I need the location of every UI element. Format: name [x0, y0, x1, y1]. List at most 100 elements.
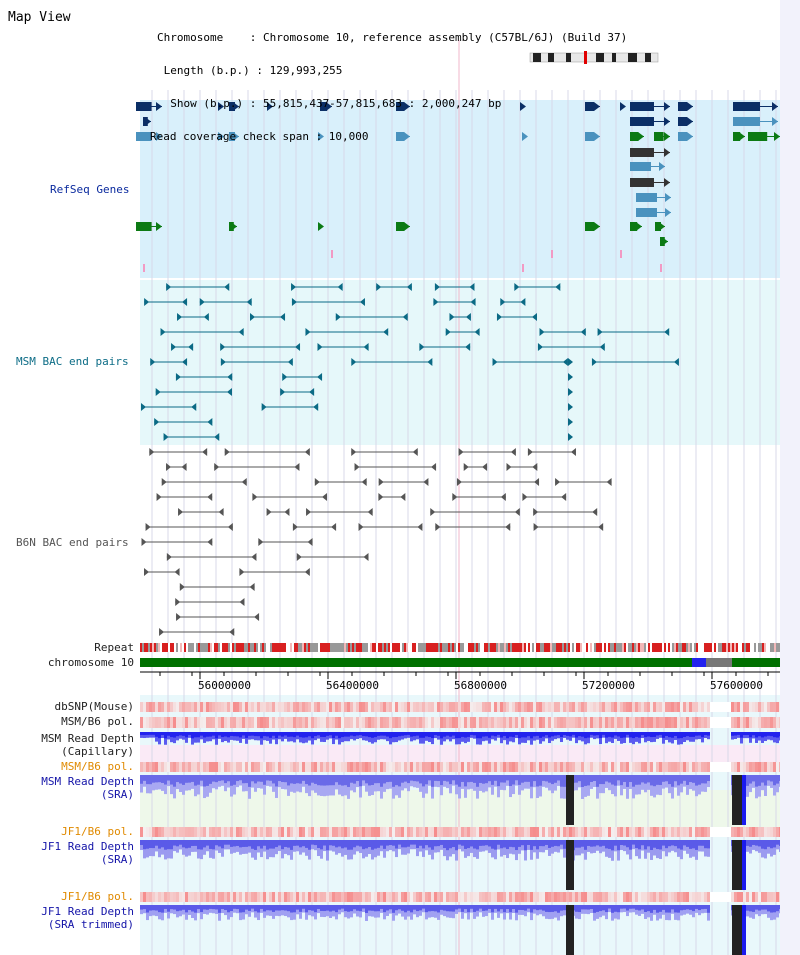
- heatmap-cell: [335, 762, 338, 772]
- heatmap-gap: [728, 827, 731, 837]
- heatmap-cell: [467, 892, 470, 902]
- heatmap-cell: [497, 717, 500, 728]
- depth-shade: [665, 905, 668, 921]
- heatmap-cell: [245, 762, 248, 772]
- genome-map[interactable]: [0, 0, 780, 955]
- heatmap-cell: [398, 762, 401, 772]
- heatmap-cell: [179, 717, 182, 728]
- depth-bar: [689, 840, 692, 849]
- heatmap-cell: [458, 717, 461, 728]
- repeat-band: [552, 643, 554, 652]
- heatmap-cell: [317, 827, 320, 837]
- track-label-jf1-pol-2[interactable]: JF1/B6 pol.: [61, 890, 134, 903]
- heatmap-cell: [443, 717, 446, 728]
- heatmap-cell: [638, 717, 641, 728]
- heatmap-cell: [440, 827, 443, 837]
- heatmap-cell: [341, 702, 344, 712]
- heatmap-gap: [719, 702, 722, 712]
- track-label-jf1-depth-sra[interactable]: JF1 Read Depth (SRA): [41, 840, 134, 866]
- depth-bar: [497, 732, 500, 735]
- heatmap-cell: [248, 717, 251, 728]
- chromosome-bar: [140, 658, 780, 667]
- heatmap-cell: [152, 702, 155, 712]
- msm-bac-end: [568, 433, 573, 441]
- b6n-bac-end: [351, 448, 357, 456]
- heatmap-cell: [380, 762, 383, 772]
- heatmap-cell: [653, 762, 656, 772]
- depth-bar: [287, 840, 290, 848]
- depth-bar: [386, 775, 389, 783]
- track-label-jf1-pol[interactable]: JF1/B6 pol.: [61, 825, 134, 838]
- heatmap-cell: [293, 827, 296, 837]
- heatmap-cell: [548, 762, 551, 772]
- track-label-jf1-depth-trimmed[interactable]: JF1 Read Depth (SRA trimmed): [41, 905, 134, 931]
- depth-bar: [452, 775, 455, 781]
- depth-bar: [443, 905, 446, 911]
- heatmap-cell: [260, 892, 263, 902]
- heatmap-cell: [773, 827, 776, 837]
- heatmap-cell: [650, 717, 653, 728]
- track-label-repeat[interactable]: Repeat: [94, 641, 134, 654]
- depth-bar: [752, 840, 755, 845]
- depth-bar: [614, 775, 617, 786]
- depth-bar: [515, 905, 518, 913]
- heatmap-cell: [227, 717, 230, 728]
- track-label-msm-bac[interactable]: MSM BAC end pairs: [16, 355, 129, 368]
- heatmap-cell: [686, 892, 689, 902]
- heatmap-cell: [263, 892, 266, 902]
- gene-exon: [229, 102, 235, 111]
- b6n-bac-end: [435, 523, 441, 531]
- track-label-msm-depth-capillary[interactable]: MSM Read Depth (Capillary): [41, 732, 134, 758]
- heatmap-cell: [452, 892, 455, 902]
- depth-bar: [392, 732, 395, 738]
- heatmap-cell: [353, 827, 356, 837]
- depth-shade: [272, 840, 275, 858]
- heatmap-cell: [410, 827, 413, 837]
- depth-bar: [269, 840, 272, 849]
- heatmap-cell: [590, 717, 593, 728]
- repeat-band: [636, 643, 638, 652]
- track-label-msm-b6-pol-2[interactable]: MSM/B6 pol.: [61, 760, 134, 773]
- depth-bar: [398, 775, 401, 787]
- heatmap-cell: [482, 762, 485, 772]
- depth-bar: [410, 732, 413, 737]
- heatmap-gap: [722, 762, 725, 772]
- heatmap-cell: [212, 762, 215, 772]
- heatmap-cell: [527, 702, 530, 712]
- heatmap-cell: [467, 827, 470, 837]
- depth-bar: [590, 732, 593, 735]
- track-label-b6n-bac[interactable]: B6N BAC end pairs: [16, 536, 129, 549]
- track-label-dbsnp[interactable]: dbSNP(Mouse): [54, 700, 134, 713]
- track-label-msm-depth-sra[interactable]: MSM Read Depth (SRA): [41, 775, 134, 801]
- repeat-band: [690, 643, 692, 652]
- depth-bar: [341, 905, 344, 909]
- depth-bar: [551, 775, 554, 785]
- depth-bar: [332, 840, 335, 846]
- heatmap-cell: [275, 827, 278, 837]
- b6n-bac-end: [598, 523, 604, 531]
- depth-shade: [428, 775, 431, 786]
- msm-bac-end: [175, 373, 181, 381]
- heatmap-cell: [368, 892, 371, 902]
- msm-bac-end: [419, 343, 425, 351]
- repeat-band: [278, 643, 280, 652]
- heatmap-cell: [260, 717, 263, 728]
- heatmap-cell: [398, 717, 401, 728]
- depth-bar: [344, 732, 347, 737]
- gene-exon: [630, 132, 639, 141]
- depth-shade: [536, 840, 539, 859]
- gene-arrow: [664, 117, 670, 126]
- track-label-chromosome[interactable]: chromosome 10: [47, 656, 134, 669]
- heatmap-cell: [200, 827, 203, 837]
- track-label-msm-b6-pol[interactable]: MSM/B6 pol.: [61, 715, 134, 728]
- heatmap-cell: [218, 702, 221, 712]
- depth-bar: [308, 732, 311, 737]
- heatmap-cell: [575, 717, 578, 728]
- heatmap-cell: [560, 827, 563, 837]
- depth-bar: [482, 732, 485, 737]
- depth-bar: [539, 905, 542, 910]
- track-label-refseq[interactable]: RefSeq Genes: [50, 183, 130, 196]
- depth-shade: [419, 840, 422, 852]
- heatmap-cell: [431, 827, 434, 837]
- repeat-band: [536, 643, 538, 652]
